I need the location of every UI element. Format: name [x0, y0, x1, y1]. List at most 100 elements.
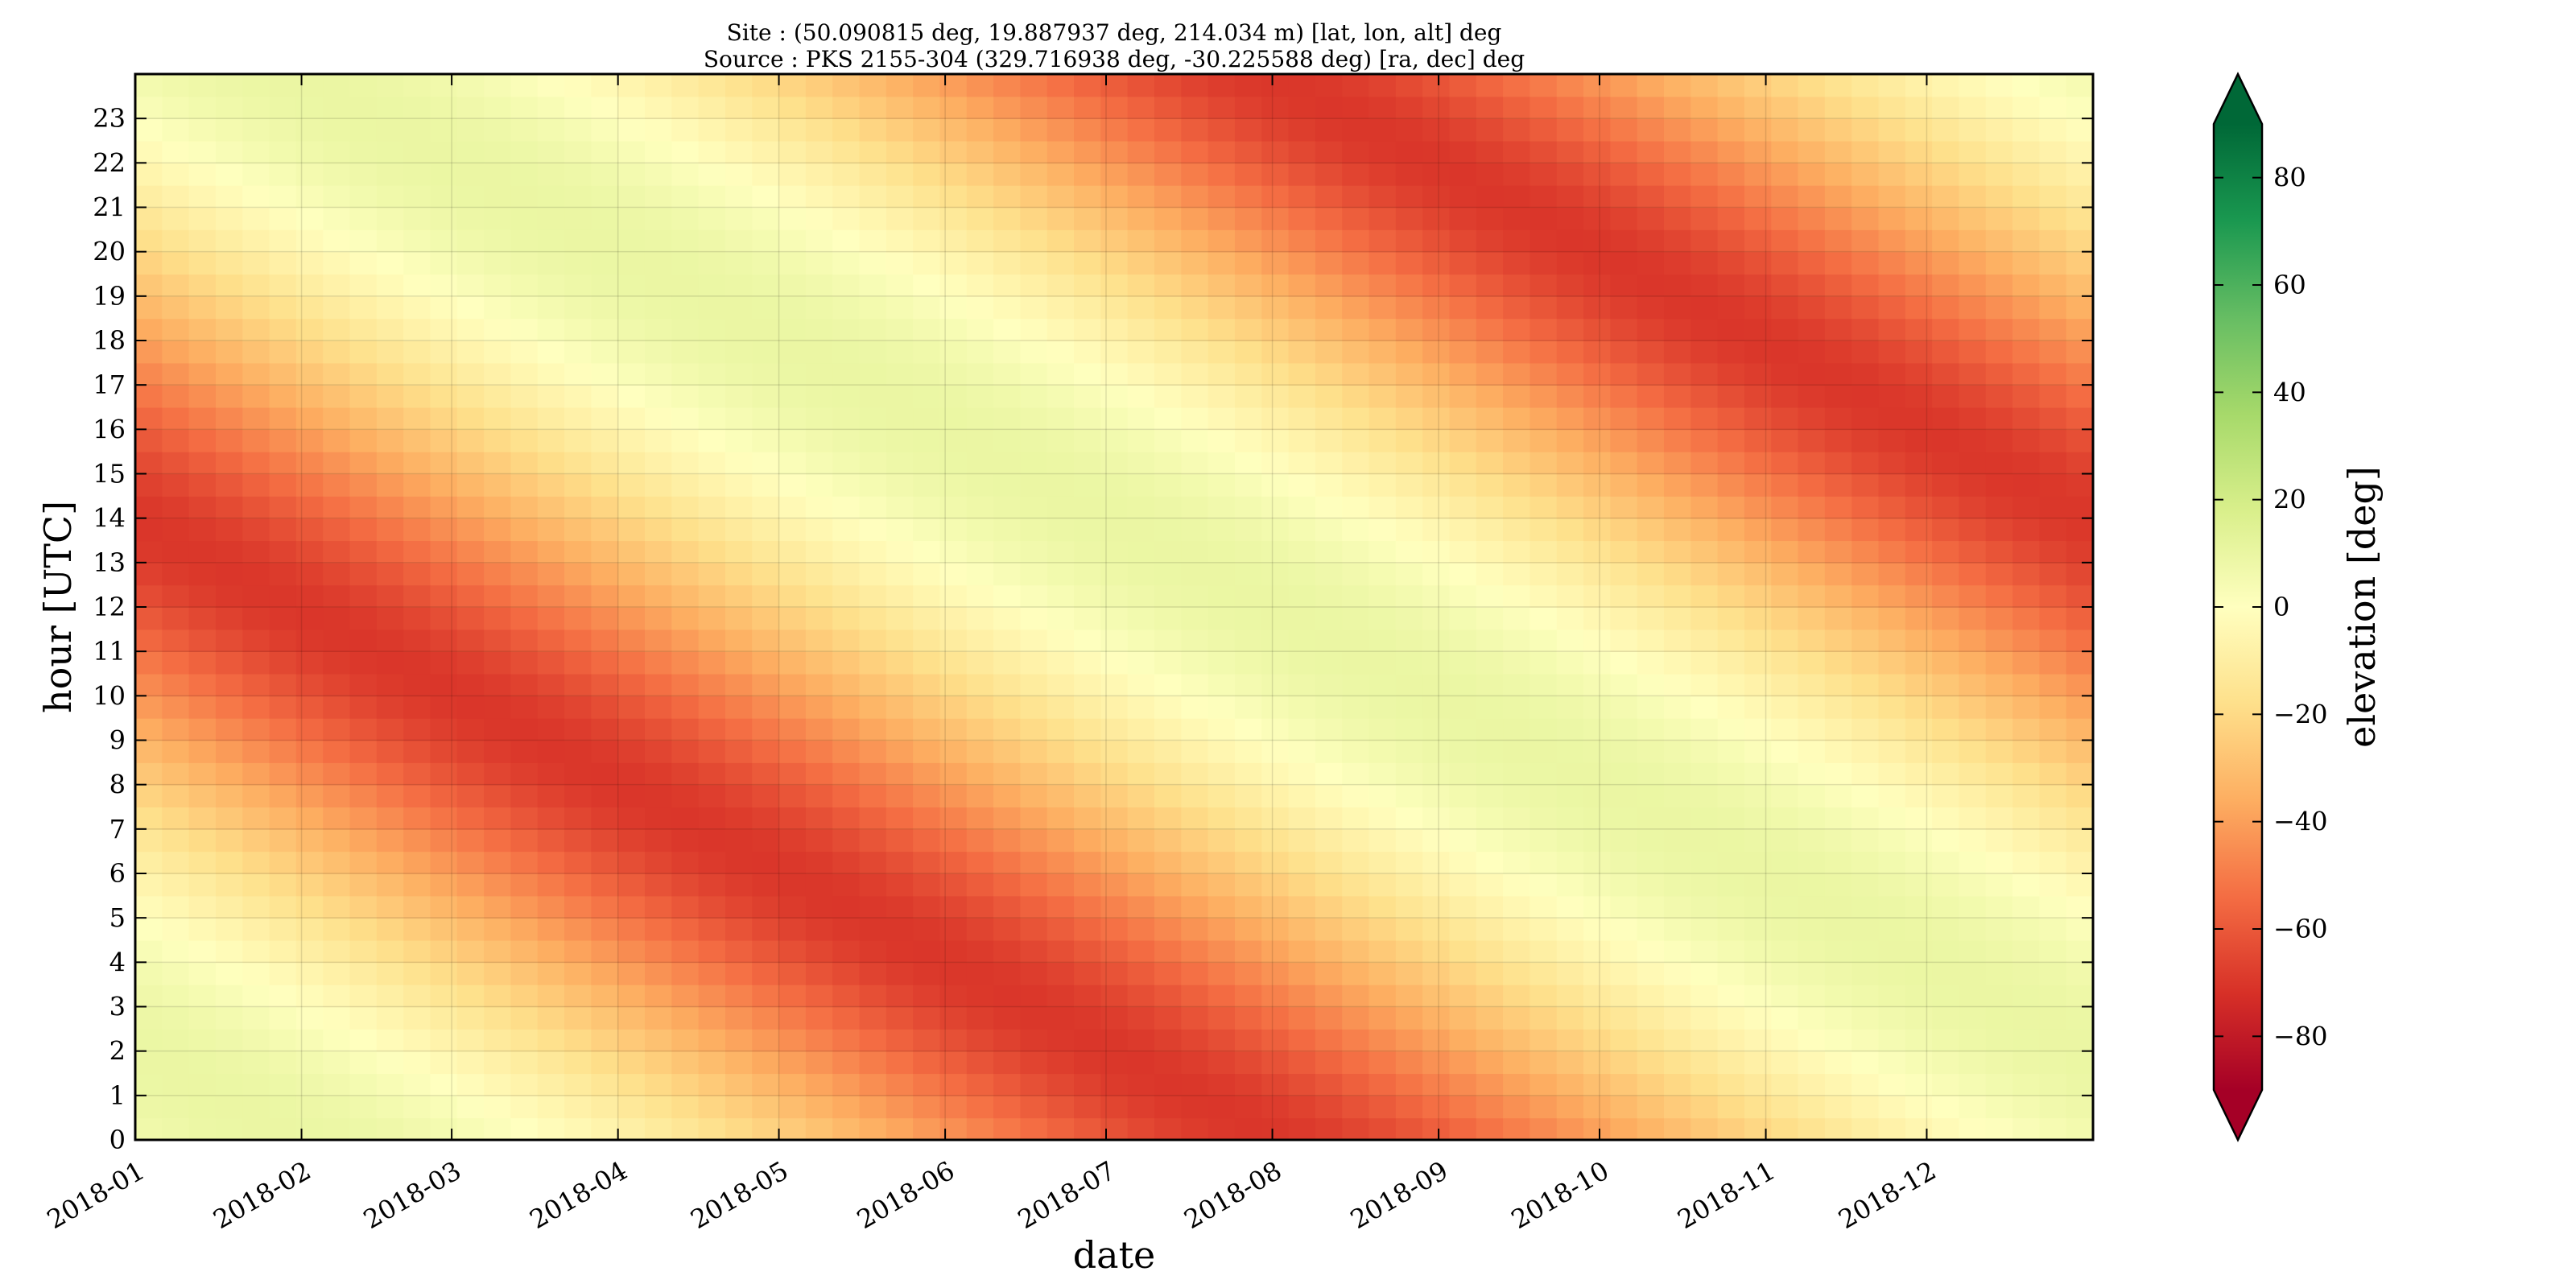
heatmap-cell [859, 163, 887, 186]
heatmap-cell [1261, 1006, 1290, 1030]
heatmap-cell [671, 984, 700, 1008]
heatmap-cell [698, 184, 726, 208]
heatmap-cell [269, 251, 297, 275]
heatmap-cell [1046, 984, 1075, 1008]
heatmap-cell [1556, 851, 1584, 874]
heatmap-cell [376, 184, 404, 208]
y-tick-label: 21 [93, 192, 126, 223]
heatmap-cell [1717, 74, 1745, 97]
heatmap-cell [1181, 207, 1209, 230]
heatmap-cell [1100, 717, 1129, 741]
heatmap-cell [1690, 740, 1719, 763]
heatmap-cell [215, 96, 244, 119]
heatmap-cell [1181, 341, 1209, 364]
heatmap-cell [1154, 851, 1183, 874]
heatmap-cell [1583, 140, 1612, 164]
heatmap-cell [430, 673, 458, 697]
heatmap-cell [1583, 473, 1612, 497]
heatmap-cell [591, 341, 619, 364]
heatmap-cell [403, 1073, 431, 1096]
heatmap-cell [456, 873, 485, 897]
heatmap-cell [1959, 96, 1987, 119]
heatmap-cell [1261, 895, 1290, 919]
heatmap-cell [1020, 1095, 1048, 1119]
heatmap-cell [162, 962, 190, 985]
heatmap-cell [484, 828, 512, 852]
heatmap-cell [456, 184, 485, 208]
heatmap-cell [537, 1117, 565, 1141]
heatmap-cell [456, 118, 485, 142]
heatmap-cell [403, 140, 431, 164]
heatmap-cell [591, 562, 619, 586]
heatmap-cell [752, 163, 780, 186]
heatmap-cell [1744, 828, 1773, 852]
heatmap-cell [537, 807, 565, 830]
heatmap-cell [162, 407, 190, 431]
heatmap-cell [1530, 451, 1558, 475]
heatmap-cell [805, 873, 833, 897]
heatmap-cell [1020, 385, 1048, 408]
heatmap-cell [966, 540, 994, 564]
heatmap-cell [269, 873, 297, 897]
heatmap-cell [1610, 1117, 1638, 1141]
heatmap-cell [805, 341, 833, 364]
heatmap-cell [1717, 496, 1745, 519]
heatmap-cell [430, 939, 458, 964]
heatmap-cell [242, 962, 270, 985]
heatmap-cell [1744, 1051, 1773, 1075]
heatmap-cell [1074, 540, 1102, 564]
heatmap-cell [2013, 385, 2041, 408]
heatmap-cell [724, 873, 753, 897]
heatmap-cell [1046, 341, 1075, 364]
heatmap-cell [778, 962, 807, 985]
heatmap-cell [1315, 429, 1343, 452]
heatmap-cell [939, 496, 968, 519]
heatmap-cell [1074, 918, 1102, 941]
heatmap-cell [2039, 962, 2067, 985]
heatmap-cell [1046, 473, 1075, 497]
x-tick-label: 2018-03 [358, 1155, 466, 1235]
heatmap-cell [188, 607, 217, 630]
heatmap-cell [323, 473, 351, 497]
heatmap-cell [617, 184, 646, 208]
heatmap-cell [1476, 562, 1504, 586]
heatmap-cell [939, 518, 968, 542]
heatmap-cell [752, 74, 780, 97]
heatmap-cell [1985, 451, 2013, 475]
heatmap-cell [456, 362, 485, 386]
heatmap-cell [1449, 607, 1477, 630]
heatmap-cell [1422, 184, 1451, 208]
colorbar-tick-label: 0 [2273, 592, 2289, 622]
heatmap-cell [564, 274, 592, 297]
heatmap-cell [1449, 274, 1477, 297]
heatmap-cell [832, 163, 861, 186]
heatmap-cell [1208, 429, 1236, 452]
heatmap-cell [1315, 1029, 1343, 1052]
heatmap-cell [1556, 184, 1584, 208]
heatmap-cell [1020, 496, 1048, 519]
heatmap-cell [1744, 1006, 1773, 1030]
heatmap-cell [1127, 696, 1155, 719]
heatmap-cell [1208, 473, 1236, 497]
heatmap-cell [162, 251, 190, 275]
heatmap-cell [1342, 918, 1370, 941]
heatmap-cell [644, 1051, 673, 1075]
heatmap-cell [1154, 807, 1183, 830]
heatmap-cell [1127, 295, 1155, 320]
heatmap-cell [778, 1073, 807, 1096]
heatmap-cell [966, 851, 994, 874]
heatmap-cell [162, 184, 190, 208]
heatmap-cell [269, 939, 297, 964]
heatmap-cell [215, 1006, 244, 1030]
heatmap-cell [913, 318, 941, 341]
heatmap-cell [1395, 96, 1423, 119]
heatmap-cell [1100, 673, 1129, 697]
heatmap-cell [886, 784, 914, 808]
heatmap-cell [1395, 696, 1423, 719]
heatmap-cell [1663, 807, 1692, 830]
heatmap-cell [1395, 74, 1423, 97]
heatmap-cell [376, 807, 404, 830]
heatmap-cell [1046, 828, 1075, 852]
heatmap-cell [1315, 962, 1343, 985]
heatmap-cell [966, 473, 994, 497]
